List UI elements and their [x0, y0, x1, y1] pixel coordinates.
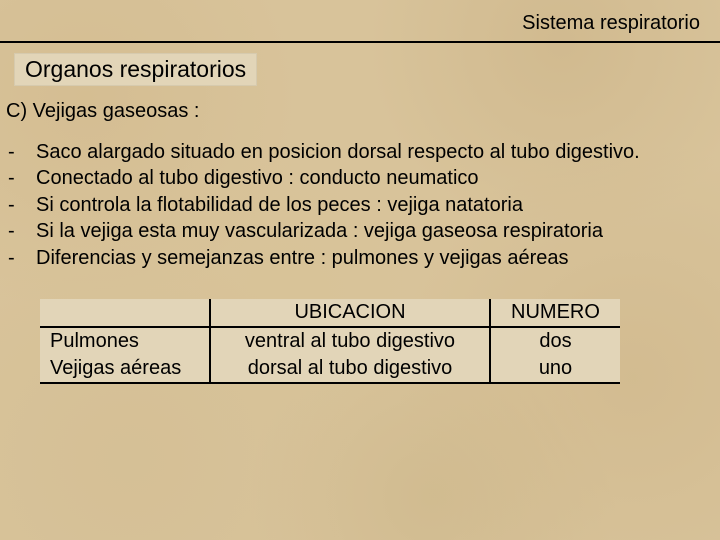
comparison-table-wrap: UBICACION NUMERO Pulmones ventral al tub…: [40, 299, 714, 384]
subheading: C) Vejigas gaseosas :: [6, 100, 714, 123]
table-cell-ubicacion: ventral al tubo digestivo: [210, 327, 490, 355]
table-cell-numero: uno: [490, 355, 620, 383]
header-rule: [0, 41, 720, 43]
bullet-dash: -: [6, 139, 36, 165]
bullet-dash: -: [6, 245, 36, 271]
table-header-blank: [40, 299, 210, 327]
bullet-text: Diferencias y semejanzas entre : pulmone…: [36, 245, 714, 271]
bullet-text: Conectado al tubo digestivo : conducto n…: [36, 165, 714, 191]
table-row: Pulmones ventral al tubo digestivo dos: [40, 327, 620, 355]
bullet-text: Si la vejiga esta muy vascularizada : ve…: [36, 218, 714, 244]
table-cell-rowlabel: Vejigas aéreas: [40, 355, 210, 383]
comparison-table: UBICACION NUMERO Pulmones ventral al tub…: [40, 299, 620, 384]
list-item: - Conectado al tubo digestivo : conducto…: [6, 165, 714, 191]
list-item: - Diferencias y semejanzas entre : pulmo…: [6, 245, 714, 271]
content-area: C) Vejigas gaseosas : - Saco alargado si…: [0, 86, 720, 384]
bullet-text: Si controla la flotabilidad de los peces…: [36, 192, 714, 218]
table-row: Vejigas aéreas dorsal al tubo digestivo …: [40, 355, 620, 383]
list-item: - Si la vejiga esta muy vascularizada : …: [6, 218, 714, 244]
page-title: Sistema respiratorio: [0, 0, 720, 41]
list-item: - Saco alargado situado en posicion dors…: [6, 139, 714, 165]
table-cell-rowlabel: Pulmones: [40, 327, 210, 355]
table-cell-numero: dos: [490, 327, 620, 355]
bullet-text: Saco alargado situado en posicion dorsal…: [36, 139, 714, 165]
bullet-dash: -: [6, 165, 36, 191]
table-header-ubicacion: UBICACION: [210, 299, 490, 327]
table-cell-ubicacion: dorsal al tubo digestivo: [210, 355, 490, 383]
list-item: - Si controla la flotabilidad de los pec…: [6, 192, 714, 218]
bullet-list: - Saco alargado situado en posicion dors…: [6, 139, 714, 271]
bullet-dash: -: [6, 192, 36, 218]
bullet-dash: -: [6, 218, 36, 244]
table-header-row: UBICACION NUMERO: [40, 299, 620, 327]
table-header-numero: NUMERO: [490, 299, 620, 327]
section-title: Organos respiratorios: [14, 53, 257, 86]
